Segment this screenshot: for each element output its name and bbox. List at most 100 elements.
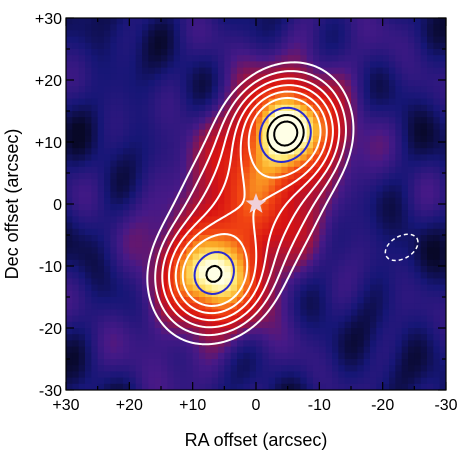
heatmap-cell <box>363 328 371 335</box>
heatmap-cell <box>370 272 377 279</box>
heatmap-cell <box>243 210 251 217</box>
heatmap-cell <box>66 92 73 100</box>
heatmap-cell <box>300 235 308 242</box>
heatmap-cell <box>135 123 143 131</box>
heatmap-cell <box>401 49 409 56</box>
heatmap-cell <box>224 24 232 31</box>
heatmap-cell <box>142 383 149 390</box>
heatmap-cell <box>325 129 333 137</box>
heatmap-cell <box>199 129 206 137</box>
heatmap-cell <box>211 154 219 162</box>
heatmap-cell <box>218 197 225 205</box>
heatmap-cell <box>325 55 333 62</box>
heatmap-cell <box>104 352 111 360</box>
heatmap-cell <box>344 210 352 217</box>
heatmap-cell <box>78 321 86 329</box>
heatmap-cell <box>97 303 105 310</box>
heatmap-cell <box>414 290 422 298</box>
heatmap-cell <box>370 36 377 44</box>
heatmap-cell <box>382 228 390 236</box>
heatmap-cell <box>313 98 320 106</box>
heatmap-cell <box>123 334 130 341</box>
heatmap-cell <box>205 247 213 255</box>
heatmap-cell <box>85 191 92 199</box>
heatmap-cell <box>370 111 377 118</box>
heatmap-cell <box>294 117 301 124</box>
heatmap-cell <box>97 142 105 149</box>
heatmap-cell <box>148 61 156 69</box>
heatmap-cell <box>427 197 434 205</box>
heatmap-cell <box>154 309 162 317</box>
heatmap-cell <box>78 328 86 335</box>
heatmap-cell <box>395 334 403 341</box>
heatmap-cell <box>66 197 73 205</box>
heatmap-cell <box>414 315 422 323</box>
heatmap-cell <box>427 36 434 44</box>
heatmap-cell <box>319 259 327 267</box>
heatmap-cell <box>104 253 111 261</box>
heatmap-cell <box>300 166 308 174</box>
heatmap-cell <box>249 42 257 50</box>
heatmap-cell <box>281 154 289 162</box>
heatmap-cell <box>370 303 377 310</box>
heatmap-cell <box>161 266 168 273</box>
heatmap-cell <box>262 346 270 354</box>
heatmap-cell <box>420 18 428 25</box>
heatmap-cell <box>275 67 282 75</box>
heatmap-cell <box>205 272 213 279</box>
heatmap-cell <box>332 365 339 372</box>
heatmap-cell <box>395 259 403 267</box>
heatmap-cell <box>420 117 428 124</box>
heatmap-cell <box>414 36 422 44</box>
heatmap-cell <box>142 346 149 354</box>
heatmap-cell <box>91 253 99 261</box>
heatmap-cell <box>211 160 219 168</box>
heatmap-cell <box>294 259 301 267</box>
heatmap-cell <box>370 222 377 230</box>
heatmap-cell <box>395 321 403 329</box>
heatmap-cell <box>186 61 194 69</box>
heatmap-cell <box>186 365 194 372</box>
heatmap-cell <box>66 36 73 44</box>
heatmap-cell <box>281 334 289 341</box>
heatmap-cell <box>313 104 320 112</box>
heatmap-cell <box>116 365 124 372</box>
heatmap-cell <box>287 235 295 242</box>
heatmap-cell <box>357 321 365 329</box>
heatmap-cell <box>186 309 194 317</box>
heatmap-cell <box>414 222 422 230</box>
heatmap-cell <box>268 117 276 124</box>
heatmap-cell <box>306 334 314 341</box>
heatmap-cell <box>211 377 219 385</box>
heatmap-cell <box>224 92 232 100</box>
heatmap-cell <box>357 30 365 38</box>
heatmap-cell <box>116 359 124 366</box>
heatmap-cell <box>325 61 333 69</box>
heatmap-cell <box>116 30 124 38</box>
heatmap-cell <box>167 179 175 186</box>
heatmap-cell <box>110 160 118 168</box>
heatmap-cell <box>116 228 124 236</box>
heatmap-cell <box>401 365 409 372</box>
heatmap-cell <box>370 61 377 69</box>
heatmap-cell <box>395 18 403 25</box>
heatmap-cell <box>192 284 200 292</box>
heatmap-cell <box>123 42 130 50</box>
heatmap-cell <box>205 36 213 44</box>
heatmap-cell <box>370 340 377 348</box>
heatmap-cell <box>237 61 244 69</box>
heatmap-cell <box>180 191 187 199</box>
heatmap-cell <box>180 166 187 174</box>
heatmap-cell <box>180 129 187 137</box>
heatmap-cell <box>205 42 213 50</box>
heatmap-cell <box>192 173 200 180</box>
heatmap-cell <box>78 92 86 100</box>
heatmap-cell <box>363 36 371 44</box>
heatmap-cell <box>414 98 422 106</box>
heatmap-cell <box>325 247 333 255</box>
heatmap-cell <box>104 247 111 255</box>
heatmap-cell <box>167 197 175 205</box>
heatmap-cell <box>256 377 263 385</box>
heatmap-cell <box>439 73 446 81</box>
heatmap-cell <box>275 216 282 224</box>
